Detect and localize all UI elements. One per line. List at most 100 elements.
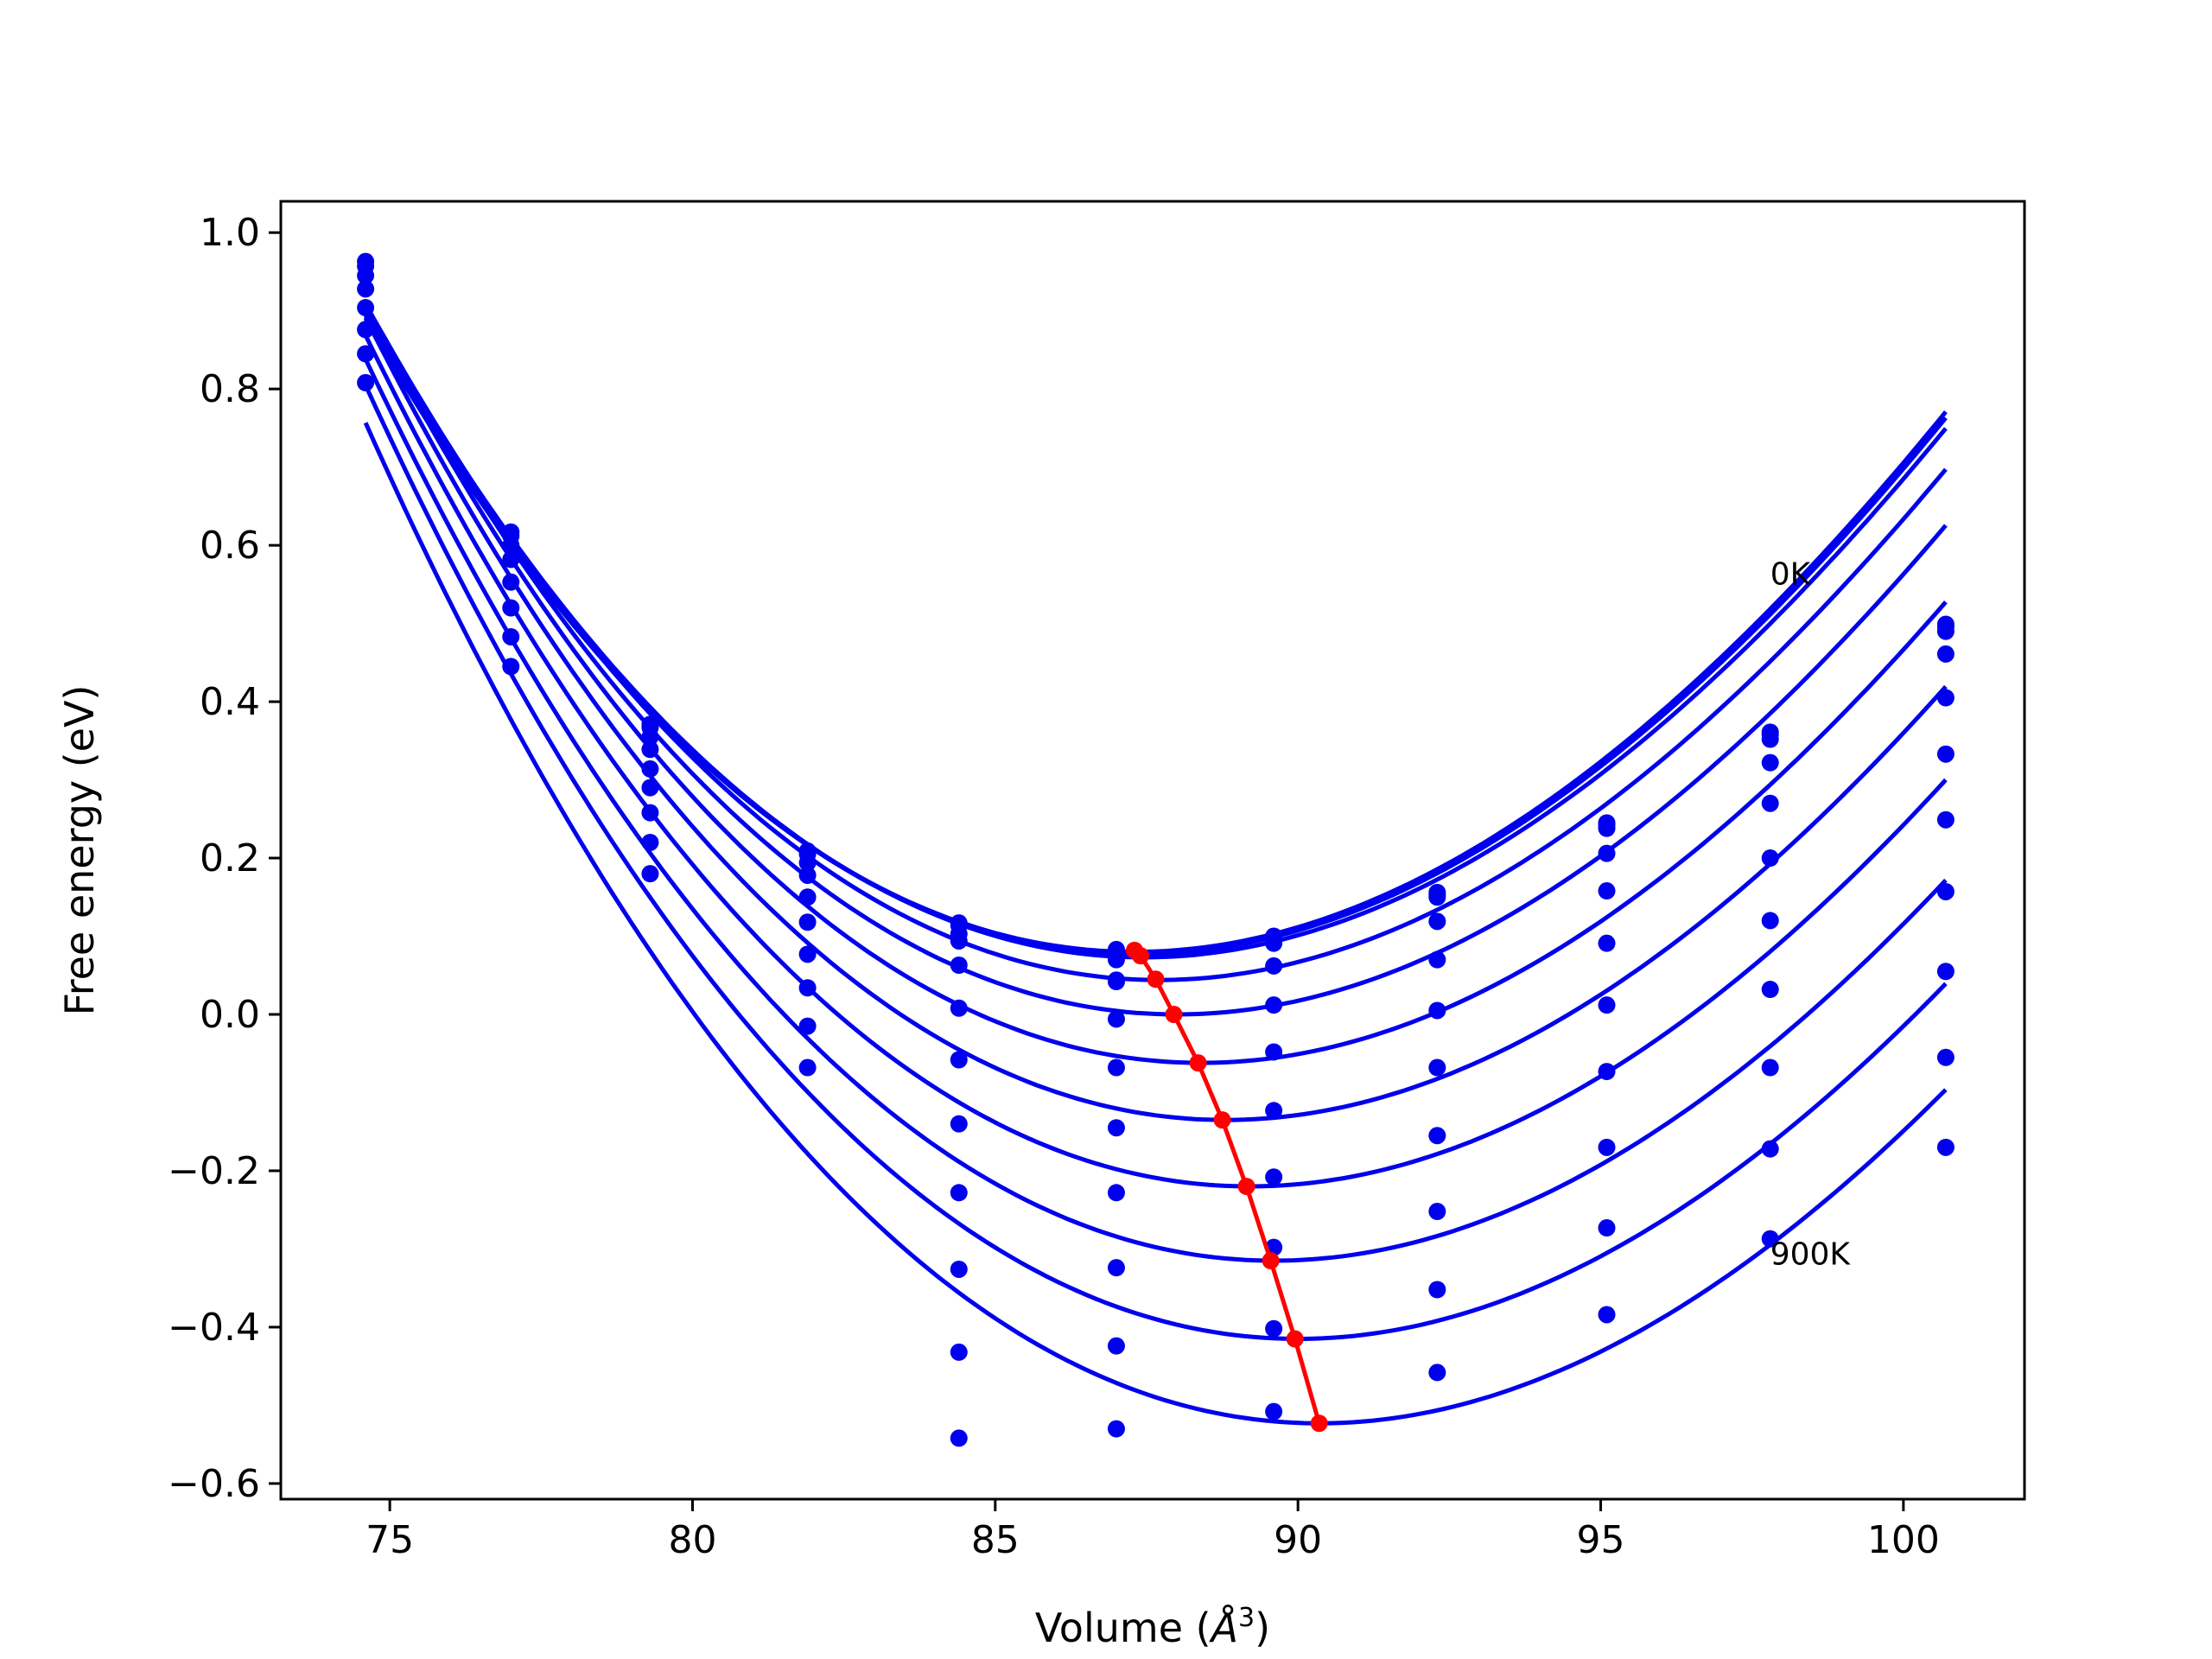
data-point — [641, 865, 659, 883]
y-axis-title: Free energy (eV) — [56, 685, 103, 1016]
data-point — [950, 931, 968, 950]
minimum-path-point — [1213, 1111, 1231, 1129]
data-point — [798, 1058, 817, 1077]
data-point — [641, 779, 659, 797]
x-tick-label: 95 — [1577, 1518, 1625, 1562]
x-tick-label: 75 — [365, 1518, 414, 1562]
data-point — [1107, 1058, 1125, 1077]
data-point — [1265, 1102, 1283, 1120]
data-point — [357, 321, 375, 339]
y-tick-label: −0.6 — [168, 1462, 260, 1506]
data-point — [641, 833, 659, 851]
data-point — [1936, 745, 1955, 763]
data-point — [1936, 963, 1955, 981]
data-point — [950, 957, 968, 975]
annotation-label: 900K — [1770, 1237, 1852, 1273]
fit-curve-7 — [363, 334, 1948, 1189]
data-point — [641, 741, 659, 759]
data-point — [1598, 1063, 1616, 1081]
data-point — [1598, 844, 1616, 862]
data-point — [950, 1184, 968, 1202]
y-tick-label: 0.6 — [200, 524, 260, 568]
data-point — [1428, 912, 1446, 931]
data-point — [641, 728, 659, 746]
fit-curve-0 — [363, 317, 1948, 955]
data-point — [1107, 973, 1125, 991]
data-point — [1265, 957, 1283, 975]
axes-frame — [279, 200, 2026, 1501]
fit-curve-2 — [363, 307, 1948, 960]
data-point — [502, 627, 520, 645]
minimum-path-point — [1262, 1252, 1280, 1270]
data-point — [1761, 1230, 1779, 1248]
data-point — [1761, 849, 1779, 868]
annotations: 0K 900K — [1770, 556, 1852, 1272]
fit-curve-1 — [363, 315, 1948, 957]
data-point — [1265, 1402, 1283, 1421]
data-point — [1761, 981, 1779, 999]
data-point — [1107, 1337, 1125, 1355]
data-point — [1428, 1058, 1446, 1077]
minimum-path-point — [1147, 970, 1165, 988]
data-point — [950, 1051, 968, 1069]
data-point — [1936, 1048, 1955, 1066]
data-point — [1107, 1259, 1125, 1277]
data-point — [798, 888, 817, 906]
plot-area — [357, 252, 1955, 1447]
data-point — [1761, 912, 1779, 930]
data-point — [1428, 888, 1446, 906]
data-point — [1761, 794, 1779, 812]
data-point — [798, 979, 817, 997]
data-point — [1265, 1319, 1283, 1338]
data-point — [1428, 1001, 1446, 1020]
data-point — [1936, 645, 1955, 663]
data-point — [798, 866, 817, 884]
data-point — [1761, 1058, 1779, 1077]
data-point — [357, 345, 375, 363]
data-point — [950, 1343, 968, 1361]
y-axis-ticks: 1.0 0.8 0.6 0.4 0.2 0.0 −0.2 −0.4 −0.6 — [168, 211, 281, 1506]
minimum-path-point — [1165, 1006, 1183, 1024]
data-point — [1936, 622, 1955, 640]
fit-curve-8 — [363, 358, 1948, 1263]
data-point — [798, 913, 817, 931]
data-point — [798, 945, 817, 963]
fit-curve-4 — [363, 303, 1948, 1017]
data-point — [950, 1115, 968, 1133]
fit-curve-6 — [363, 316, 1948, 1122]
data-point — [1107, 1420, 1125, 1438]
data-point — [950, 999, 968, 1017]
data-point — [502, 658, 520, 676]
minimum-path-point — [1189, 1054, 1207, 1072]
x-axis-ticks: 75 80 85 90 95 100 — [365, 1499, 1940, 1562]
x-axis-title: Volume (Å3) — [1035, 1603, 1270, 1651]
data-point — [1598, 819, 1616, 837]
x-tick-label: 90 — [1274, 1518, 1322, 1562]
data-point — [1936, 1138, 1955, 1156]
y-tick-label: −0.2 — [168, 1149, 260, 1193]
data-point — [1107, 1119, 1125, 1137]
minimum-path-point — [1286, 1330, 1304, 1348]
data-point — [1428, 1281, 1446, 1299]
x-tick-label: 100 — [1867, 1518, 1940, 1562]
fit-curve-5 — [363, 307, 1948, 1065]
data-point — [1428, 1363, 1446, 1382]
data-point — [1598, 1306, 1616, 1324]
data-point — [502, 599, 520, 617]
x-tick-label: 80 — [668, 1518, 716, 1562]
data-point — [502, 550, 520, 569]
data-point — [1936, 689, 1955, 707]
data-point — [798, 1017, 817, 1035]
data-point — [1598, 882, 1616, 900]
minimum-path-point — [1131, 947, 1149, 965]
data-point — [1265, 1168, 1283, 1186]
x-tick-label: 85 — [971, 1518, 1020, 1562]
data-point — [1428, 1203, 1446, 1221]
data-point — [1428, 1127, 1446, 1145]
data-point — [357, 299, 375, 317]
data-point — [1265, 996, 1283, 1014]
data-point — [502, 573, 520, 591]
data-point — [1761, 1140, 1779, 1158]
fit-curve-10 — [363, 422, 1948, 1426]
data-point — [357, 266, 375, 284]
